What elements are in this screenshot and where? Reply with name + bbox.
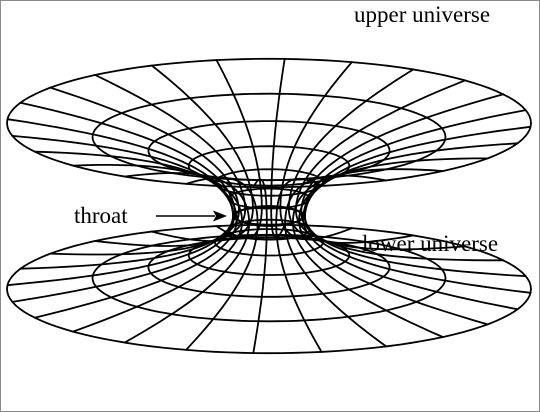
lower-meridian	[284, 222, 388, 348]
upper-meridian	[284, 174, 388, 225]
throat-label: throat	[74, 203, 128, 228]
upper-meridian	[6, 118, 235, 217]
upper-meridian	[303, 109, 527, 216]
upper-meridian	[279, 61, 353, 209]
upper-meridian	[300, 93, 505, 214]
upper-meridian	[291, 168, 444, 224]
upper-meridian	[19, 101, 236, 215]
upper-meridian	[303, 125, 532, 218]
lower-ring	[91, 233, 447, 323]
lower-meridian	[287, 207, 415, 244]
upper-ring	[6, 57, 532, 189]
lower-meridian	[94, 208, 247, 247]
upper-meridian	[275, 177, 323, 226]
upper-meridian	[287, 68, 415, 210]
upper-meridian	[270, 58, 286, 209]
lower-meridian	[291, 221, 444, 338]
lower-universe-label: lower universe	[362, 231, 499, 256]
upper-ring	[91, 92, 447, 182]
lower-meridian	[300, 211, 505, 262]
lower-meridian	[270, 206, 286, 239]
upper-meridian	[150, 64, 254, 210]
lower-meridian	[11, 216, 235, 303]
lower-meridian	[123, 222, 251, 344]
upper-meridian	[215, 59, 263, 209]
lower-meridian	[150, 207, 254, 242]
upper-meridian	[94, 74, 247, 211]
lower-meridian	[215, 206, 263, 240]
upper-ring	[187, 145, 351, 187]
lower-ring	[6, 223, 532, 355]
upper-meridian	[294, 79, 466, 212]
throat-arrow	[156, 210, 227, 222]
lower-meridian	[185, 223, 259, 351]
lower-meridian	[252, 223, 268, 355]
upper-universe-label: upper universe	[354, 2, 491, 27]
upper-meridian	[49, 86, 240, 213]
throat-ring	[234, 205, 304, 227]
